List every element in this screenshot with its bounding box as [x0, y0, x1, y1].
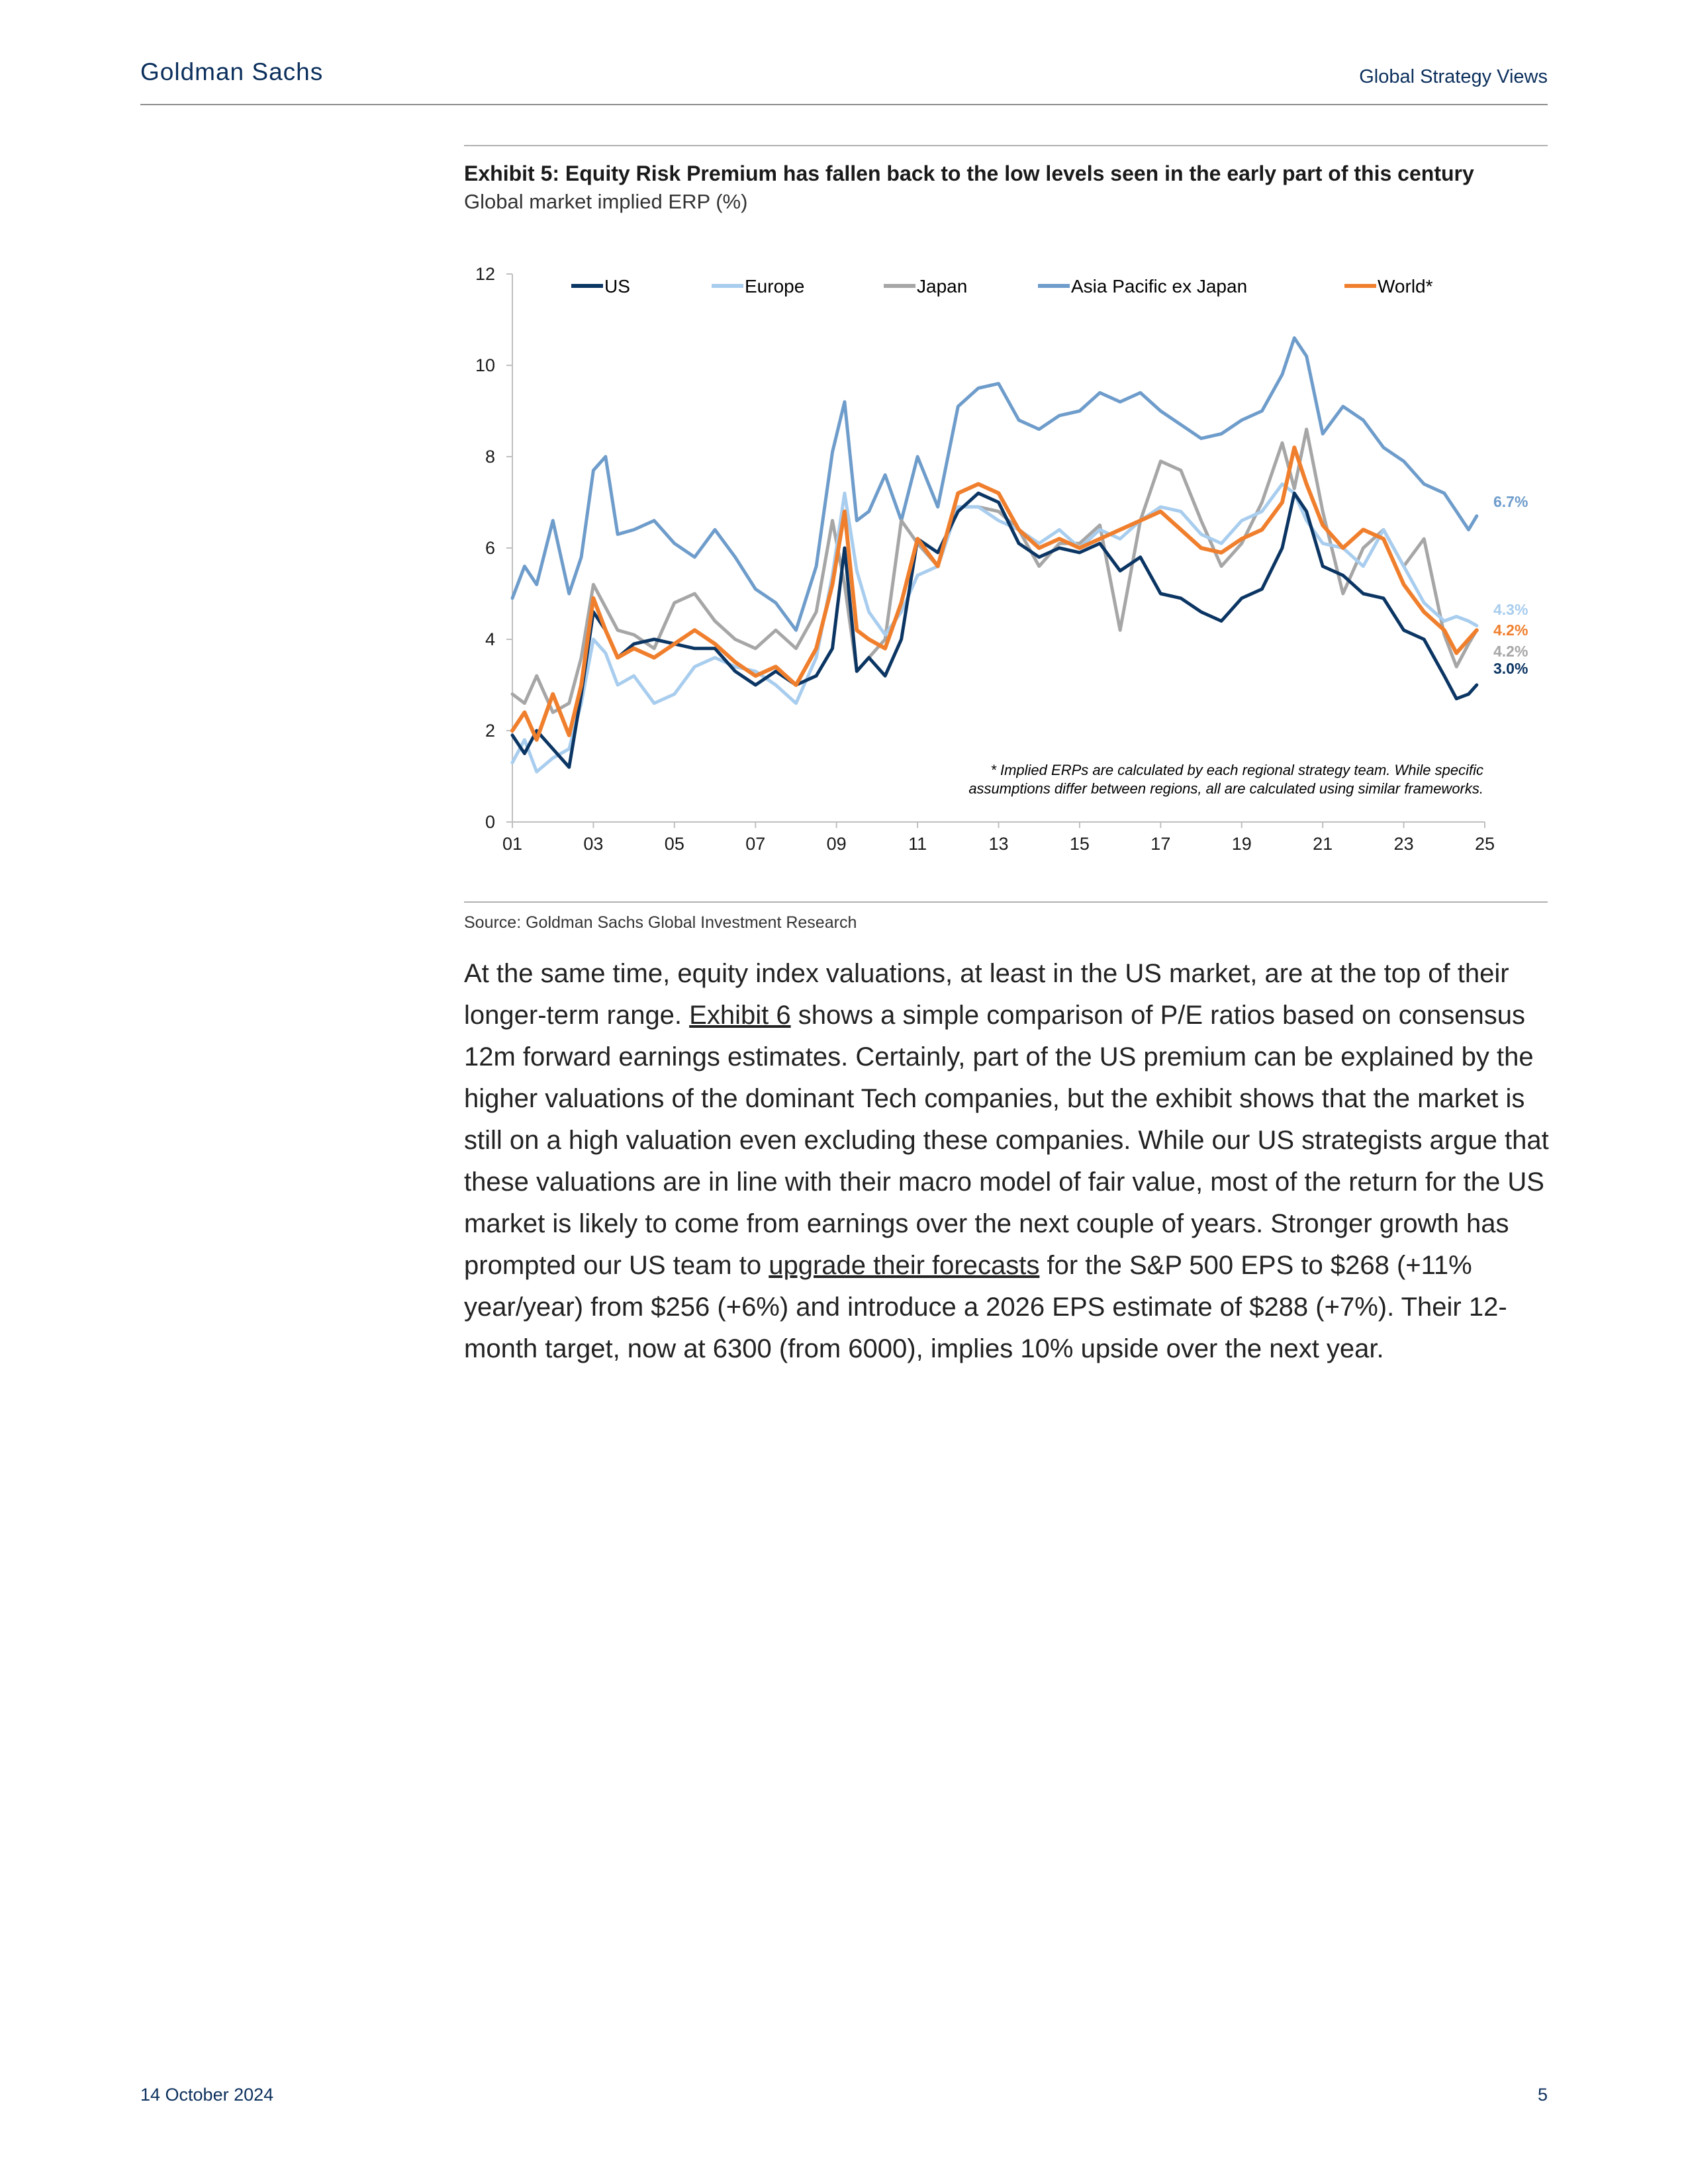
x-tick-label: 11: [908, 834, 927, 854]
y-tick-label: 0: [485, 812, 495, 832]
legend-label: Europe: [745, 276, 804, 296]
exhibit-source: Source: Goldman Sachs Global Investment …: [464, 913, 857, 932]
x-tick-label: 17: [1150, 834, 1170, 854]
legend-label: World*: [1378, 276, 1433, 296]
body-text-2: shows a simple comparison of P/E ratios …: [464, 1001, 1549, 1280]
header-divider: [140, 104, 1548, 105]
series-line: [510, 482, 1479, 774]
x-tick-label: 03: [583, 834, 603, 854]
x-tick-label: 21: [1313, 834, 1333, 854]
y-tick-label: 12: [475, 264, 495, 284]
erp-line-chart: 0 2 4 6 8 10 12 01 03 05 07 09 11 13 15 17 19 21 23 25 US Eur…: [475, 264, 1528, 854]
chart-note: * Implied ERPs are calculated by each re…: [990, 762, 1483, 778]
x-tick-label: 23: [1394, 834, 1414, 854]
y-tick-label: 2: [485, 721, 495, 741]
legend-label: Japan: [917, 276, 967, 296]
x-tick-label: 07: [745, 834, 765, 854]
y-tick-label: 4: [485, 629, 495, 649]
body-text-3: for the S&P 500 EPS to $268 (+11% year/y…: [464, 1251, 1507, 1363]
publication-title: Global Strategy Views: [1359, 66, 1548, 87]
x-tick-label: 01: [502, 834, 522, 854]
x-tick-label: 09: [827, 834, 847, 854]
series-end-label: 6.7%: [1493, 493, 1528, 510]
body-text-1: At the same time, equity index valuation…: [464, 959, 1509, 1030]
exhibit-6-link[interactable]: Exhibit 6: [689, 1001, 791, 1030]
x-tick-label: 19: [1232, 834, 1252, 854]
exhibit-title: Exhibit 5: Equity Risk Premium has falle…: [464, 161, 1474, 185]
series-end-label: 3.0%: [1493, 660, 1528, 677]
series-line: [510, 445, 1479, 742]
x-tick-label: 15: [1070, 834, 1090, 854]
series-end-label: 4.2%: [1493, 643, 1528, 660]
series-end-label: 4.2%: [1493, 621, 1528, 639]
page-number: 5: [1537, 2085, 1548, 2105]
exhibit-subtitle: Global market implied ERP (%): [464, 190, 748, 213]
x-tick-label: 05: [665, 834, 684, 854]
upgrade-forecasts-link[interactable]: upgrade their forecasts: [769, 1251, 1040, 1280]
series-end-label: 4.3%: [1493, 601, 1528, 618]
chart-note: assumptions differ between regions, all …: [968, 780, 1483, 797]
exhibit-bottom-divider: [464, 901, 1548, 903]
series-line: [510, 491, 1479, 769]
x-tick-label: 13: [988, 834, 1008, 854]
body-paragraph: At the same time, equity index valuation…: [464, 953, 1556, 1370]
y-tick-label: 8: [485, 447, 495, 467]
legend-label: US: [604, 276, 630, 296]
footer-date: 14 October 2024: [140, 2085, 274, 2105]
y-tick-label: 10: [475, 355, 495, 375]
legend-label: Asia Pacific ex Japan: [1071, 276, 1247, 296]
series-line: [510, 336, 1479, 632]
y-tick-label: 6: [485, 538, 495, 558]
x-tick-label: 25: [1475, 834, 1495, 854]
brand-logo: Goldman Sachs: [140, 58, 324, 85]
exhibit-top-divider: [464, 145, 1548, 146]
